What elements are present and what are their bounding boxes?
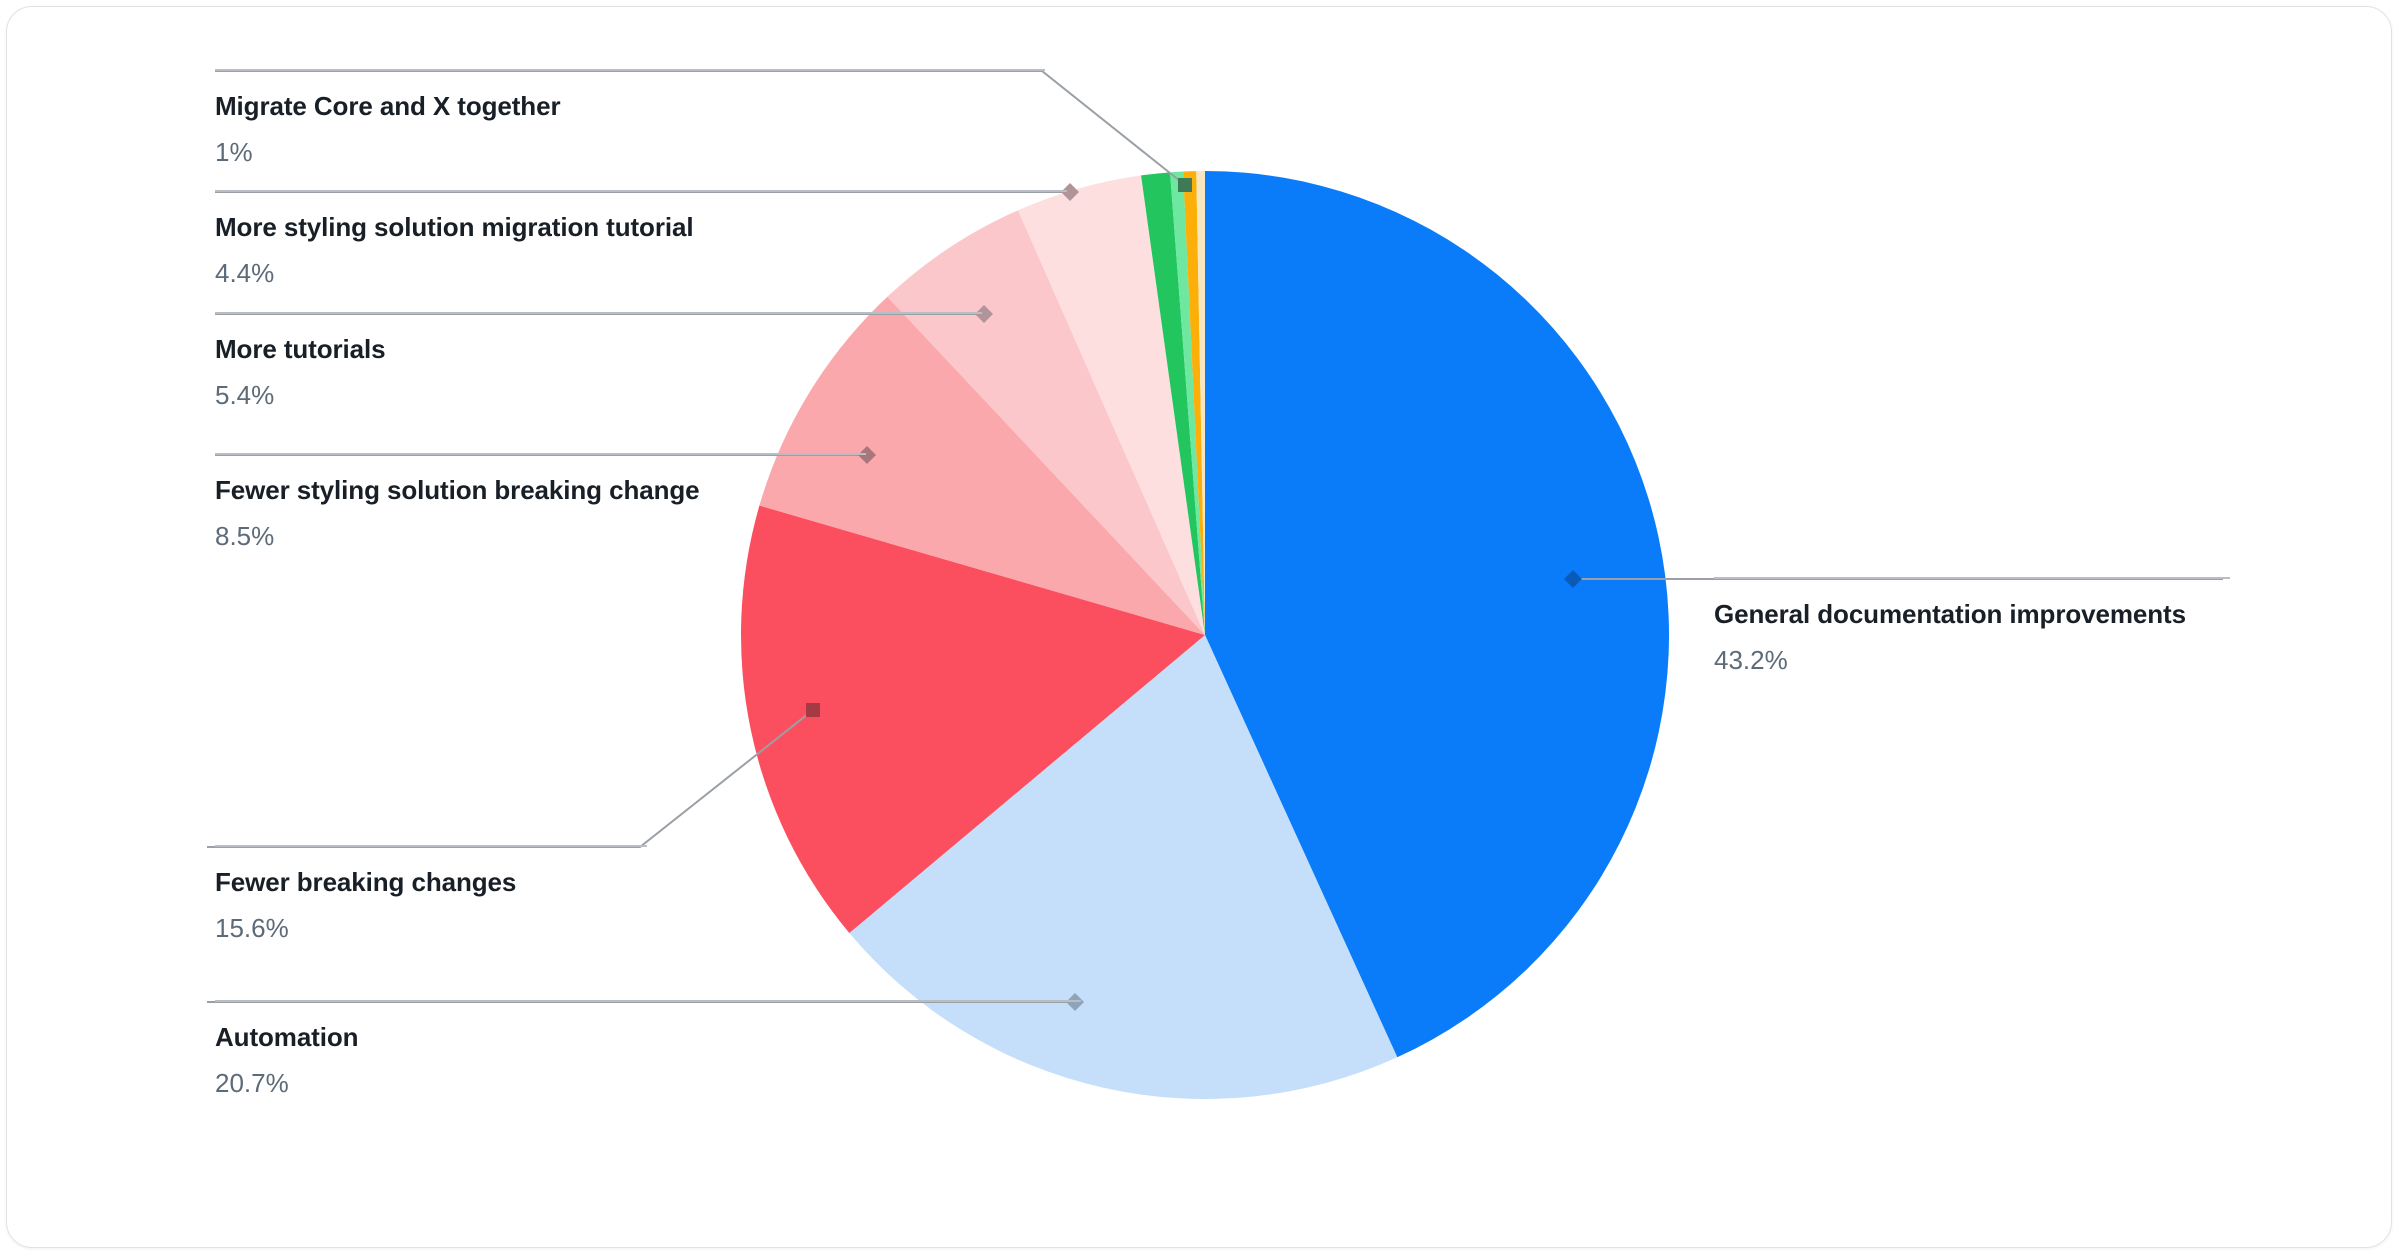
callout-label-title: Migrate Core and X together (215, 91, 561, 121)
pie-slice[interactable] (1196, 170, 1205, 635)
callout-label-value: 5.4% (215, 380, 275, 410)
callout-rule (215, 1000, 1081, 1002)
callout-label-value: 1% (215, 137, 253, 167)
callout-marker-diamond[interactable] (858, 446, 876, 464)
callout-markers-group (806, 178, 1582, 1011)
callout-marker-square[interactable] (1178, 178, 1192, 192)
callout-label-title: Fewer breaking changes (215, 867, 517, 897)
callout-label-more-tutorials[interactable]: More tutorials 5.4% (215, 312, 982, 412)
callout-label-title: More styling solution migration tutorial (215, 212, 694, 242)
callout-rule (1714, 577, 2230, 579)
callout-label-fewer-styling-solution-breaking-change[interactable]: Fewer styling solution breaking change 8.… (215, 453, 866, 553)
callout-connector-line (215, 70, 1186, 186)
callout-label-value: 20.7% (215, 1068, 289, 1098)
callout-marker-diamond[interactable] (975, 305, 993, 323)
callout-label-fewer-breaking-changes[interactable]: Fewer breaking changes 15.6% (215, 845, 647, 945)
callout-label-title: General documentation improvements (1714, 599, 2186, 629)
pie-slice[interactable] (1018, 175, 1205, 635)
pie-slice[interactable] (1170, 171, 1205, 635)
callout-marker-diamond[interactable] (1061, 183, 1079, 201)
callout-rule (215, 312, 982, 314)
callout-label-title: More tutorials (215, 334, 386, 364)
pie-slices-group (740, 170, 1670, 1100)
callout-label-automation[interactable]: Automation 20.7% (215, 1000, 1081, 1100)
callout-marker-square[interactable] (806, 703, 820, 717)
callout-label-general-documentation-improvements[interactable]: General documentation improvements 43.2% (1714, 577, 2230, 677)
pie-slice[interactable] (740, 505, 1205, 934)
callout-label-more-styling-solution-migration-tutorial[interactable]: More styling solution migration tutorial… (215, 190, 1067, 290)
callout-marker-diamond[interactable] (1564, 570, 1582, 588)
pie-slice[interactable] (759, 296, 1205, 635)
callout-label-title: Fewer styling solution breaking change (215, 475, 700, 505)
pie-slice[interactable] (849, 635, 1398, 1100)
callout-marker-diamond[interactable] (1066, 993, 1084, 1011)
callout-label-value: 8.5% (215, 521, 275, 551)
callout-rule (215, 190, 1067, 192)
callout-label-title: Automation (215, 1022, 359, 1052)
pie-slice[interactable] (1141, 172, 1205, 635)
callout-rule (215, 69, 1045, 71)
callout-label-value: 4.4% (215, 258, 275, 288)
pie-slice[interactable] (887, 210, 1205, 635)
callout-connectors-group (207, 70, 2223, 1003)
callout-label-value: 15.6% (215, 913, 289, 943)
callout-connector-line (207, 709, 814, 848)
chart-card: Migrate Core and X together 1% More stylin… (6, 6, 2392, 1248)
pie-slice[interactable] (1183, 171, 1205, 635)
callout-label-migrate-core-and-x-together[interactable]: Migrate Core and X together 1% (215, 69, 1045, 169)
pie-slice[interactable] (1205, 171, 1670, 1058)
callout-rule (215, 845, 647, 847)
pie-chart-svg (207, 70, 2223, 1100)
callout-label-value: 43.2% (1714, 645, 1788, 675)
callout-rule (215, 453, 866, 455)
